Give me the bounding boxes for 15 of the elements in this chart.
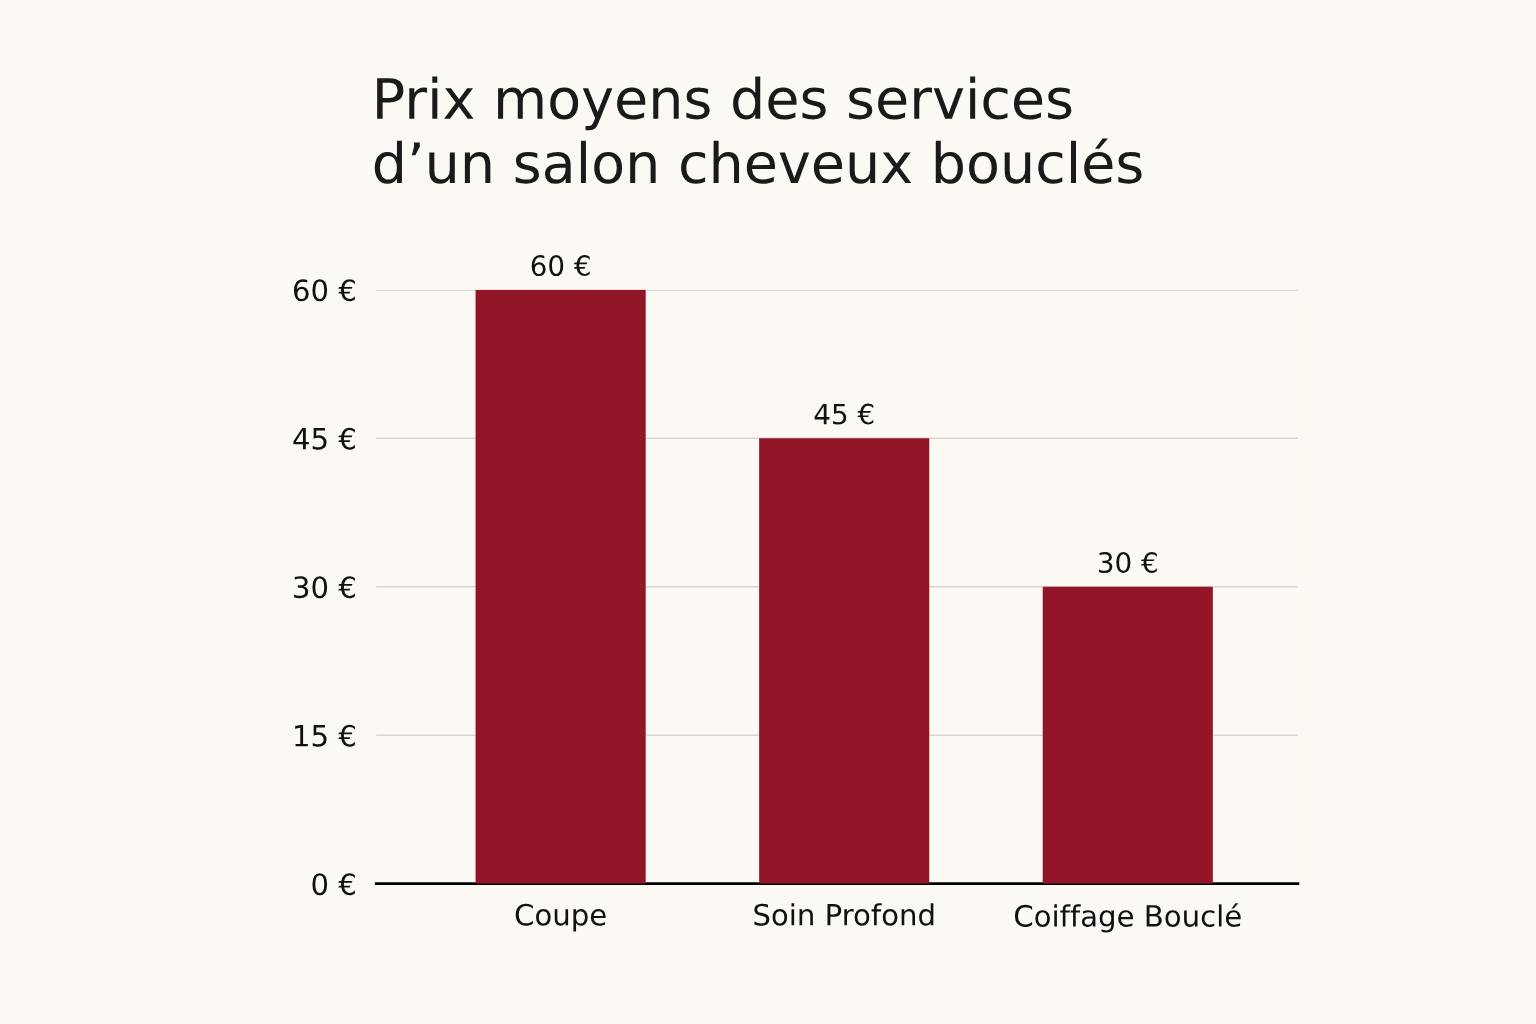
data-label: 45 € — [814, 403, 874, 425]
bar — [475, 289, 646, 884]
y-tick-label: 45 € — [293, 427, 355, 450]
chart-title: Prix moyens des services d’un salon cheveux bouclés — [374, 76, 1142, 184]
data-label: 30 € — [1098, 552, 1157, 574]
y-tick-label: 0 € — [312, 873, 355, 896]
y-tick-label: 60 € — [293, 279, 355, 302]
x-tick-label: Coiffage Bouclé — [1014, 903, 1241, 933]
y-tick-label: 15 € — [295, 724, 355, 747]
data-label: 60 € — [531, 255, 590, 277]
x-tick-label: Coupe — [515, 903, 606, 932]
bar — [759, 438, 930, 884]
x-tick-label: Soin Profond — [754, 903, 934, 926]
y-tick-label: 30 € — [294, 576, 355, 599]
bar — [1042, 586, 1213, 884]
